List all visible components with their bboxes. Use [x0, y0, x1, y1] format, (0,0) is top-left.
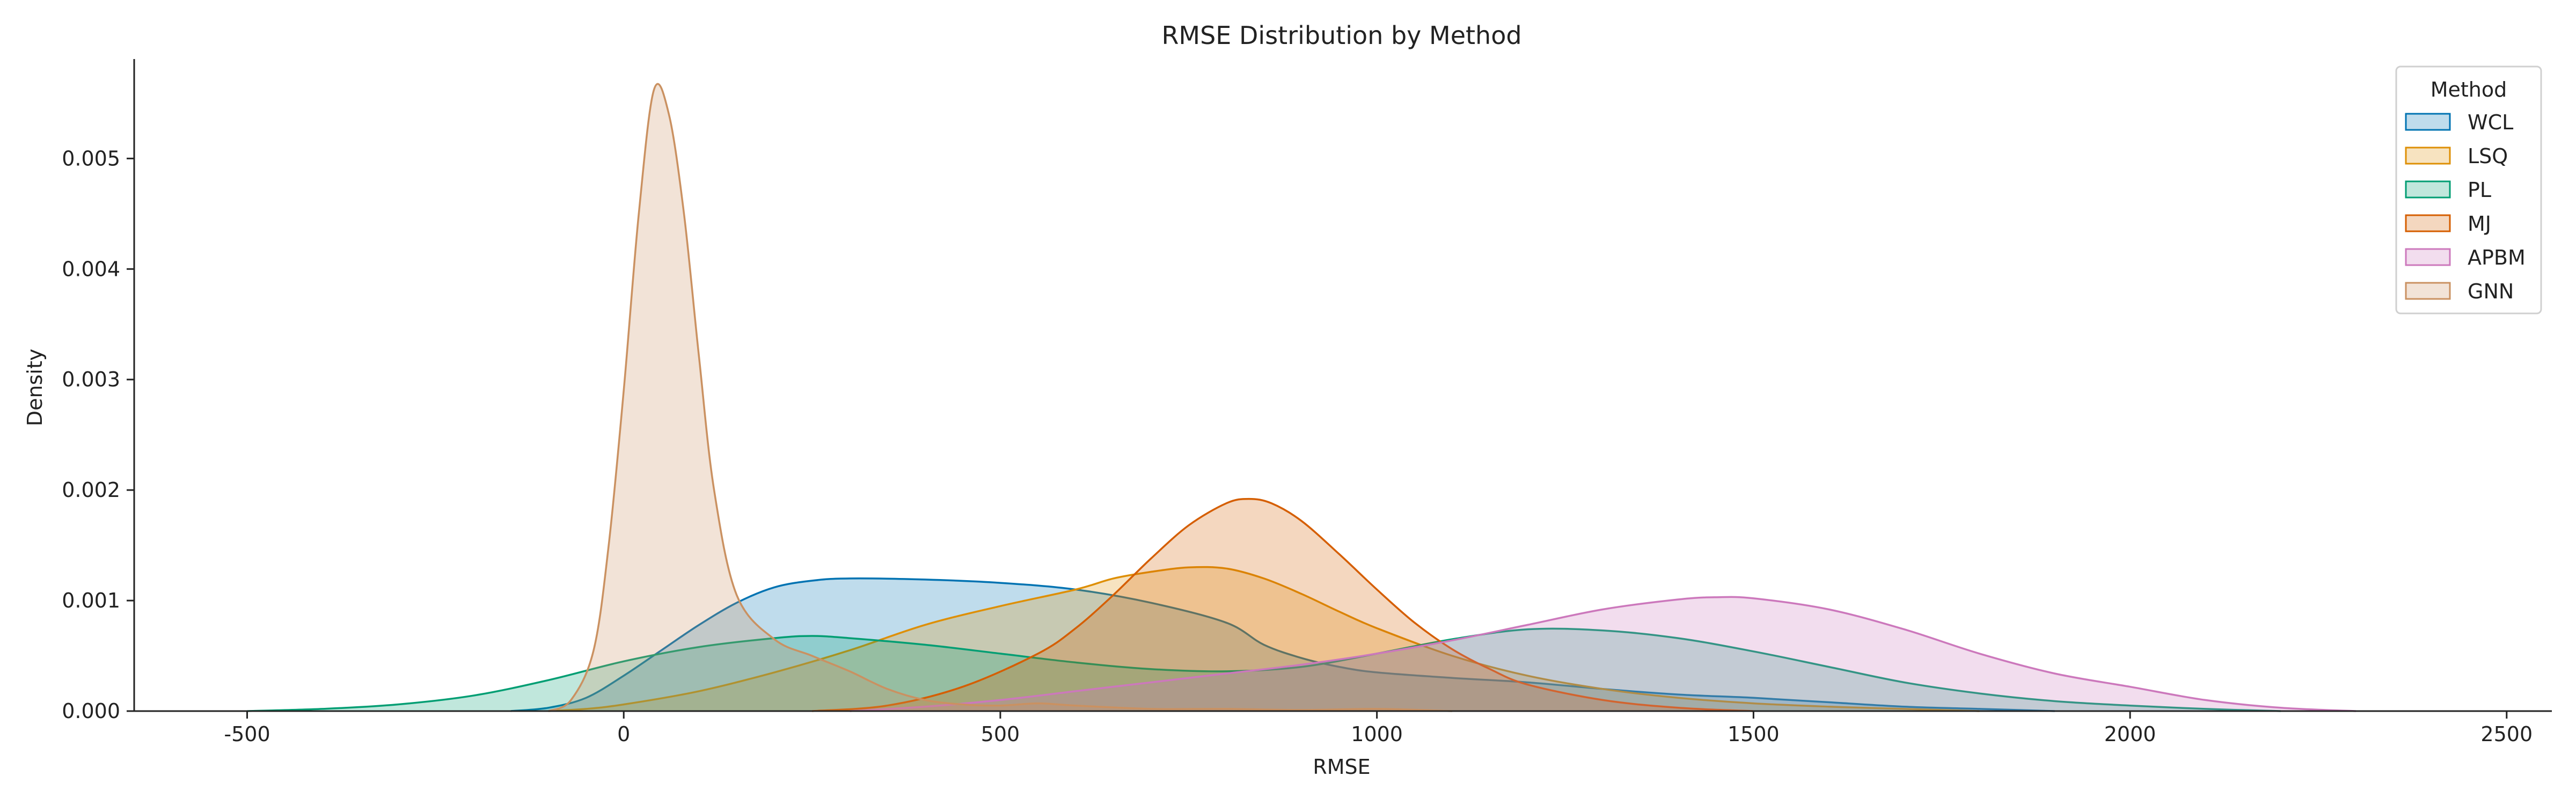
y-tick-label: 0.000 [62, 699, 120, 723]
series-line-apbm [850, 596, 2357, 712]
legend-item-mj: MJ [2405, 212, 2491, 236]
legend-swatch [2405, 214, 2451, 232]
series-pl [247, 627, 2281, 712]
series-area-wcl [510, 578, 2055, 711]
x-tick-label: 500 [981, 722, 1020, 746]
y-tick-label: 0.002 [62, 478, 120, 502]
legend-swatch [2405, 248, 2451, 266]
legend-item-lsq: LSQ [2405, 144, 2508, 168]
y-tick-label: 0.005 [62, 147, 120, 170]
legend-item-pl: PL [2405, 178, 2491, 202]
x-axis: -500 0 500 1000 1500 2000 2500 [134, 710, 2552, 746]
series-line-pl [247, 627, 2281, 712]
legend-swatch [2405, 180, 2451, 199]
plot-area [247, 83, 2357, 712]
legend-label: LSQ [2468, 144, 2508, 168]
legend-swatch [2405, 282, 2451, 300]
legend-swatch [2405, 147, 2451, 165]
x-tick-label: 1500 [1728, 722, 1780, 746]
series-area-lsq [548, 567, 1980, 711]
series-line-lsq [548, 566, 1980, 712]
legend-item-wcl: WCL [2405, 111, 2513, 134]
y-axis: 0.000 0.001 0.002 0.003 0.004 0.005 [62, 59, 135, 723]
series-area-apbm [850, 597, 2357, 711]
x-tick-label: 2000 [2104, 722, 2156, 746]
series-line-mj [811, 497, 1754, 712]
legend-swatch [2405, 113, 2451, 131]
legend-label: MJ [2468, 212, 2491, 236]
x-tick-label: 1000 [1351, 722, 1403, 746]
legend-frame [2395, 65, 2542, 314]
series-area-gnn [548, 84, 1452, 712]
legend-label: GNN [2468, 280, 2514, 303]
legend-label: PL [2468, 178, 2491, 202]
series-line-wcl [510, 577, 2055, 712]
x-tick-label: -500 [224, 722, 270, 746]
legend-item-gnn: GNN [2405, 280, 2514, 303]
series-lsq [548, 566, 1980, 712]
series-area-pl [247, 628, 2281, 711]
x-axis-label: RMSE [1313, 755, 1370, 779]
series-area-mj [812, 499, 1754, 711]
legend: Method WCL LSQ PL MJ APBM GNN [2395, 65, 2542, 314]
legend-label: APBM [2468, 246, 2526, 269]
series-line-gnn [548, 83, 1453, 712]
series-apbm [850, 596, 2357, 712]
chart-title: RMSE Distribution by Method [1161, 21, 1521, 50]
series-mj [811, 497, 1754, 712]
series-gnn [548, 83, 1453, 712]
legend-label: WCL [2468, 111, 2513, 134]
y-axis-label: Density [23, 349, 47, 426]
legend-title: Method [2431, 78, 2507, 101]
y-tick-label: 0.003 [62, 368, 120, 391]
series-wcl [510, 577, 2055, 712]
legend-item-apbm: APBM [2405, 246, 2526, 269]
x-tick-label: 2500 [2480, 722, 2533, 746]
y-tick-label: 0.001 [62, 589, 120, 612]
y-tick-label: 0.004 [62, 257, 120, 281]
x-tick-label: 0 [617, 722, 630, 746]
